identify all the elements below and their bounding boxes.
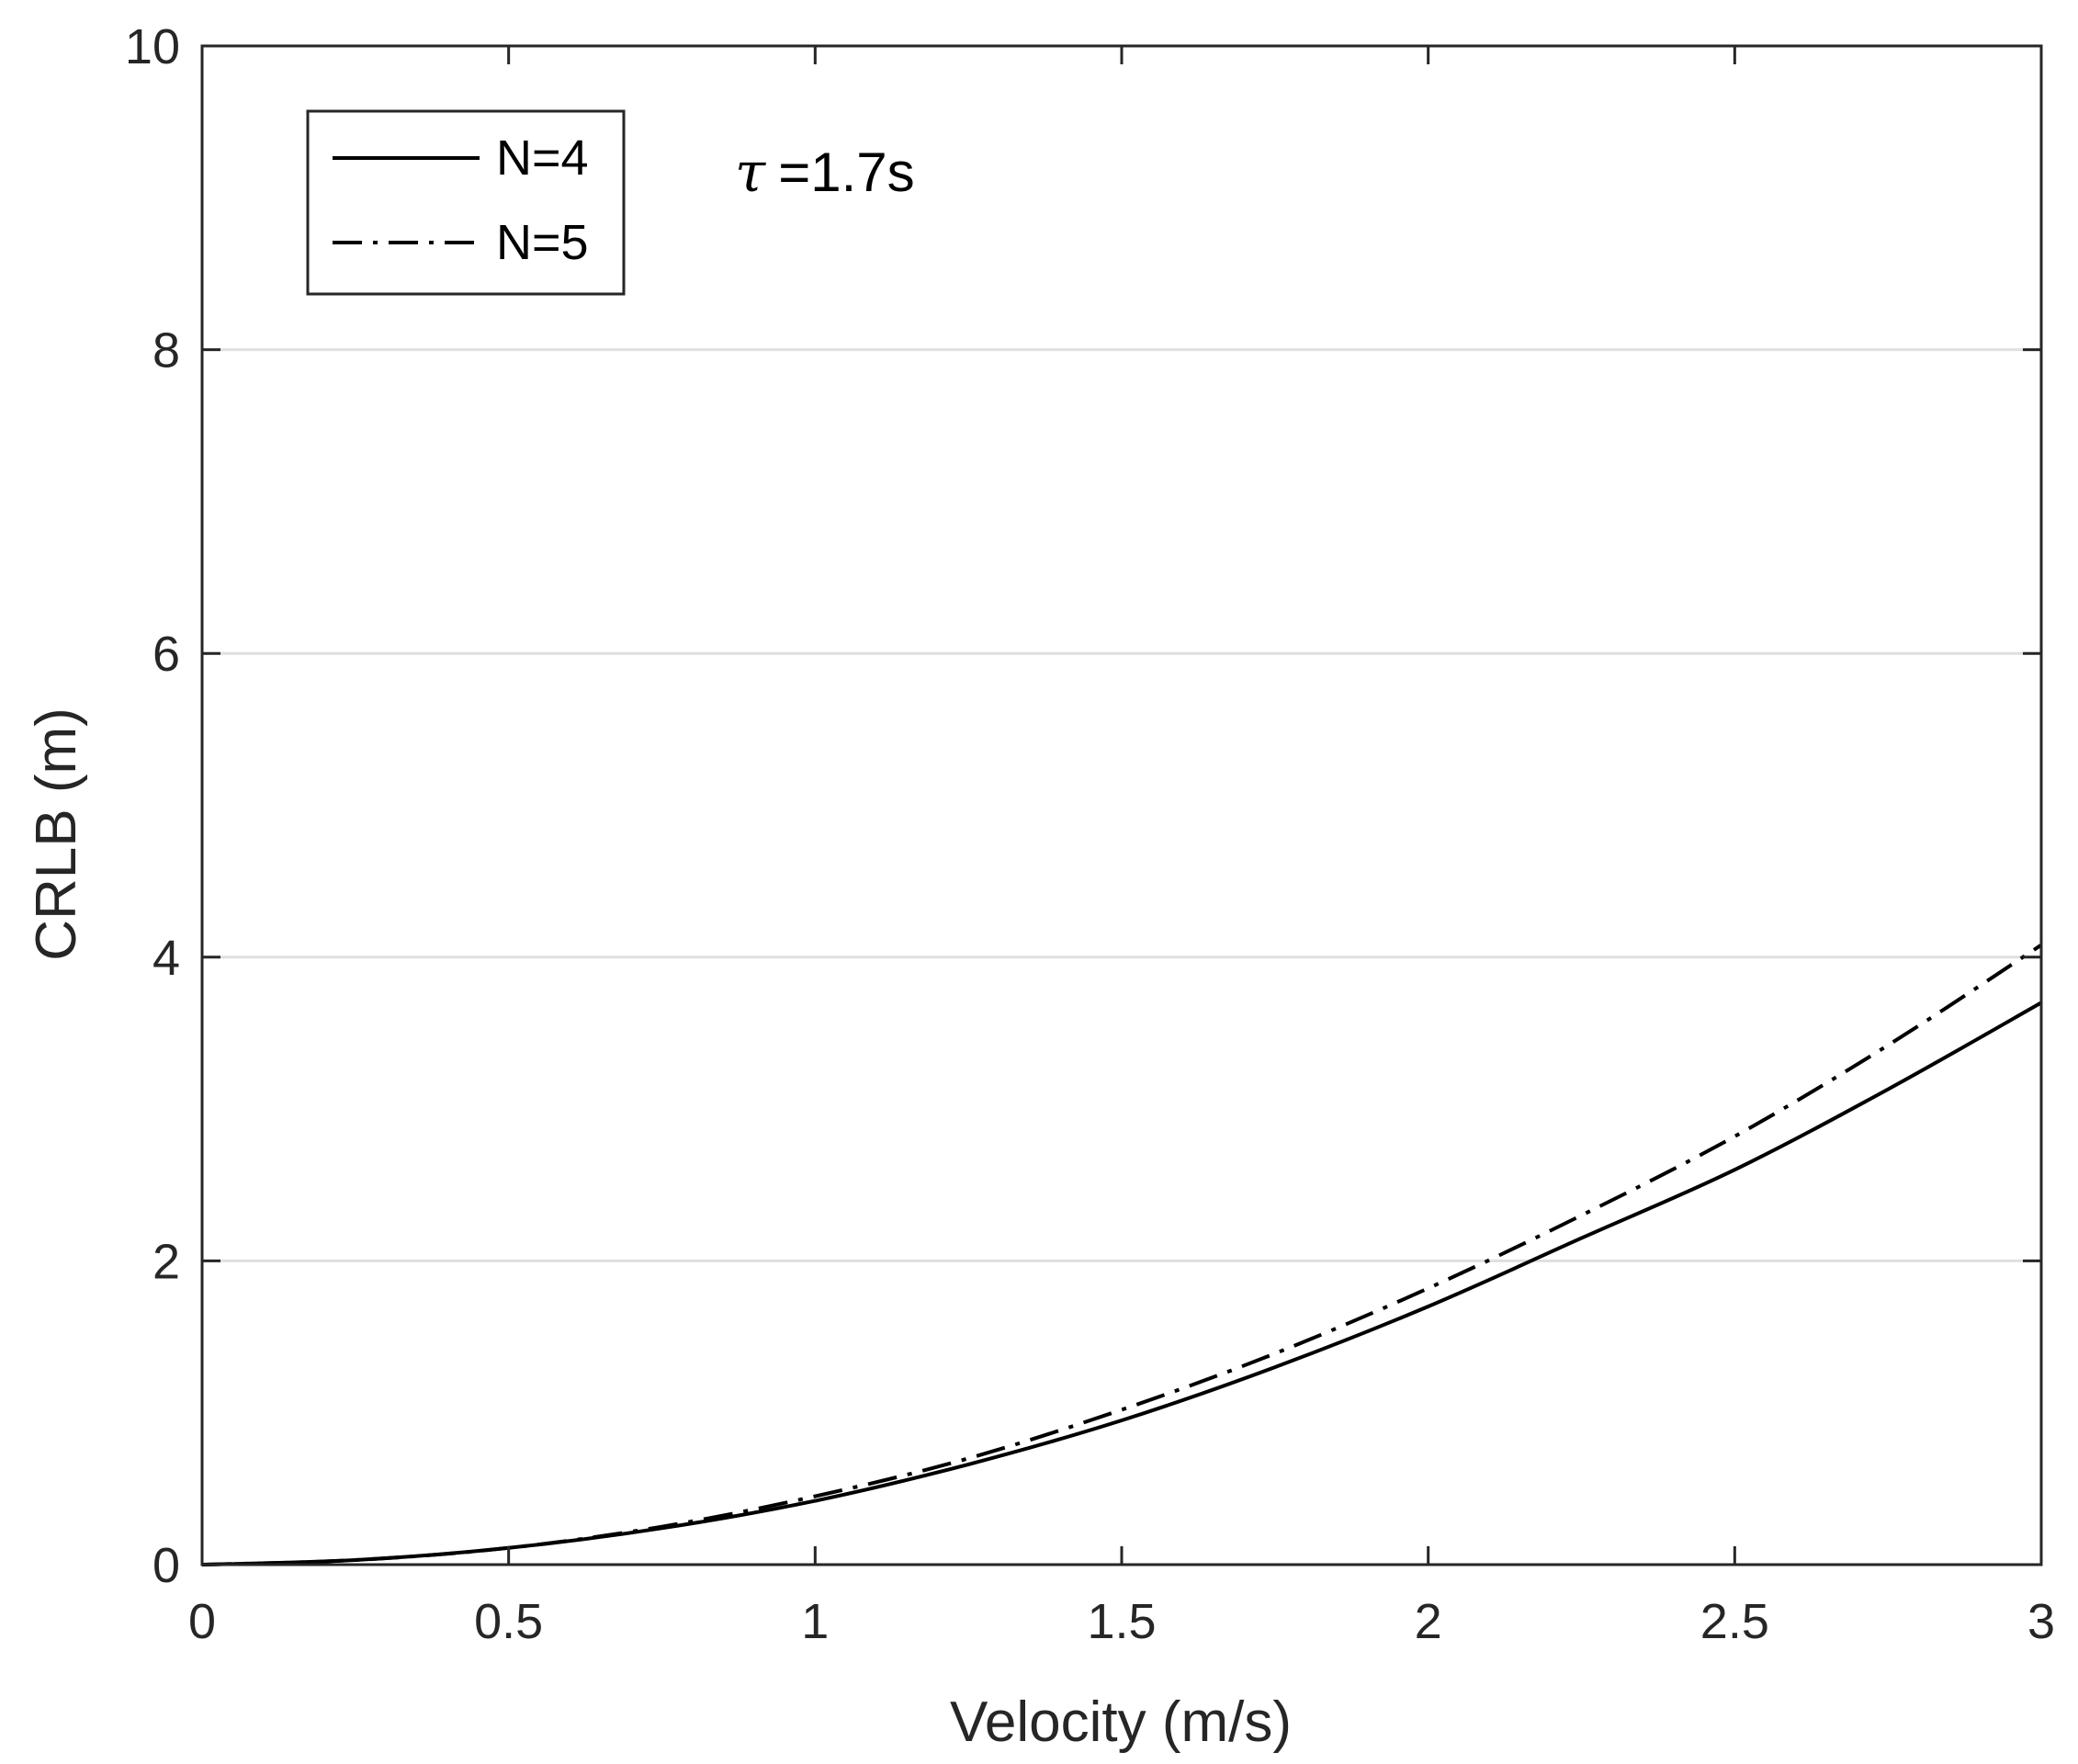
x-tick-label: 1 [801, 1594, 829, 1649]
y-tick-label: 4 [152, 931, 180, 986]
series-line-n4 [201, 1001, 2042, 1566]
x-tick-label: 2.5 [1700, 1594, 1769, 1649]
x-axis-title: Velocity (m/s) [950, 1690, 1292, 1754]
x-tick-label: 0 [188, 1594, 216, 1649]
series-line-n5 [201, 943, 2043, 1566]
gridlines [202, 348, 2041, 1262]
y-tick-label: 2 [152, 1234, 180, 1289]
x-tick-label: 0.5 [474, 1594, 543, 1649]
y-tick-label: 10 [125, 19, 180, 74]
legend-box [306, 109, 626, 296]
tau-value: =1.7s [778, 141, 914, 203]
legend-label-n4: N=4 [496, 130, 589, 186]
x-tick-label: 3 [2027, 1594, 2055, 1649]
tau-annotation: τ =1.7s [735, 141, 915, 205]
axis-ticks [200, 44, 2043, 1566]
tick-labels: 0 0.5 1 1.5 2 2.5 3 0 2 4 6 8 10 [125, 19, 2055, 1649]
tau-symbol: τ [735, 141, 766, 205]
series-group [201, 943, 2043, 1566]
legend: N=4 N=5 [306, 109, 626, 296]
x-tick-label: 1.5 [1087, 1594, 1156, 1649]
y-axis-title: CRLB (m) [25, 707, 88, 961]
x-tick-label: 2 [1415, 1594, 1442, 1649]
y-tick-label: 6 [152, 627, 180, 682]
y-tick-label: 8 [152, 323, 180, 379]
y-tick-label: 0 [152, 1538, 180, 1593]
legend-label-n5: N=5 [496, 215, 589, 270]
